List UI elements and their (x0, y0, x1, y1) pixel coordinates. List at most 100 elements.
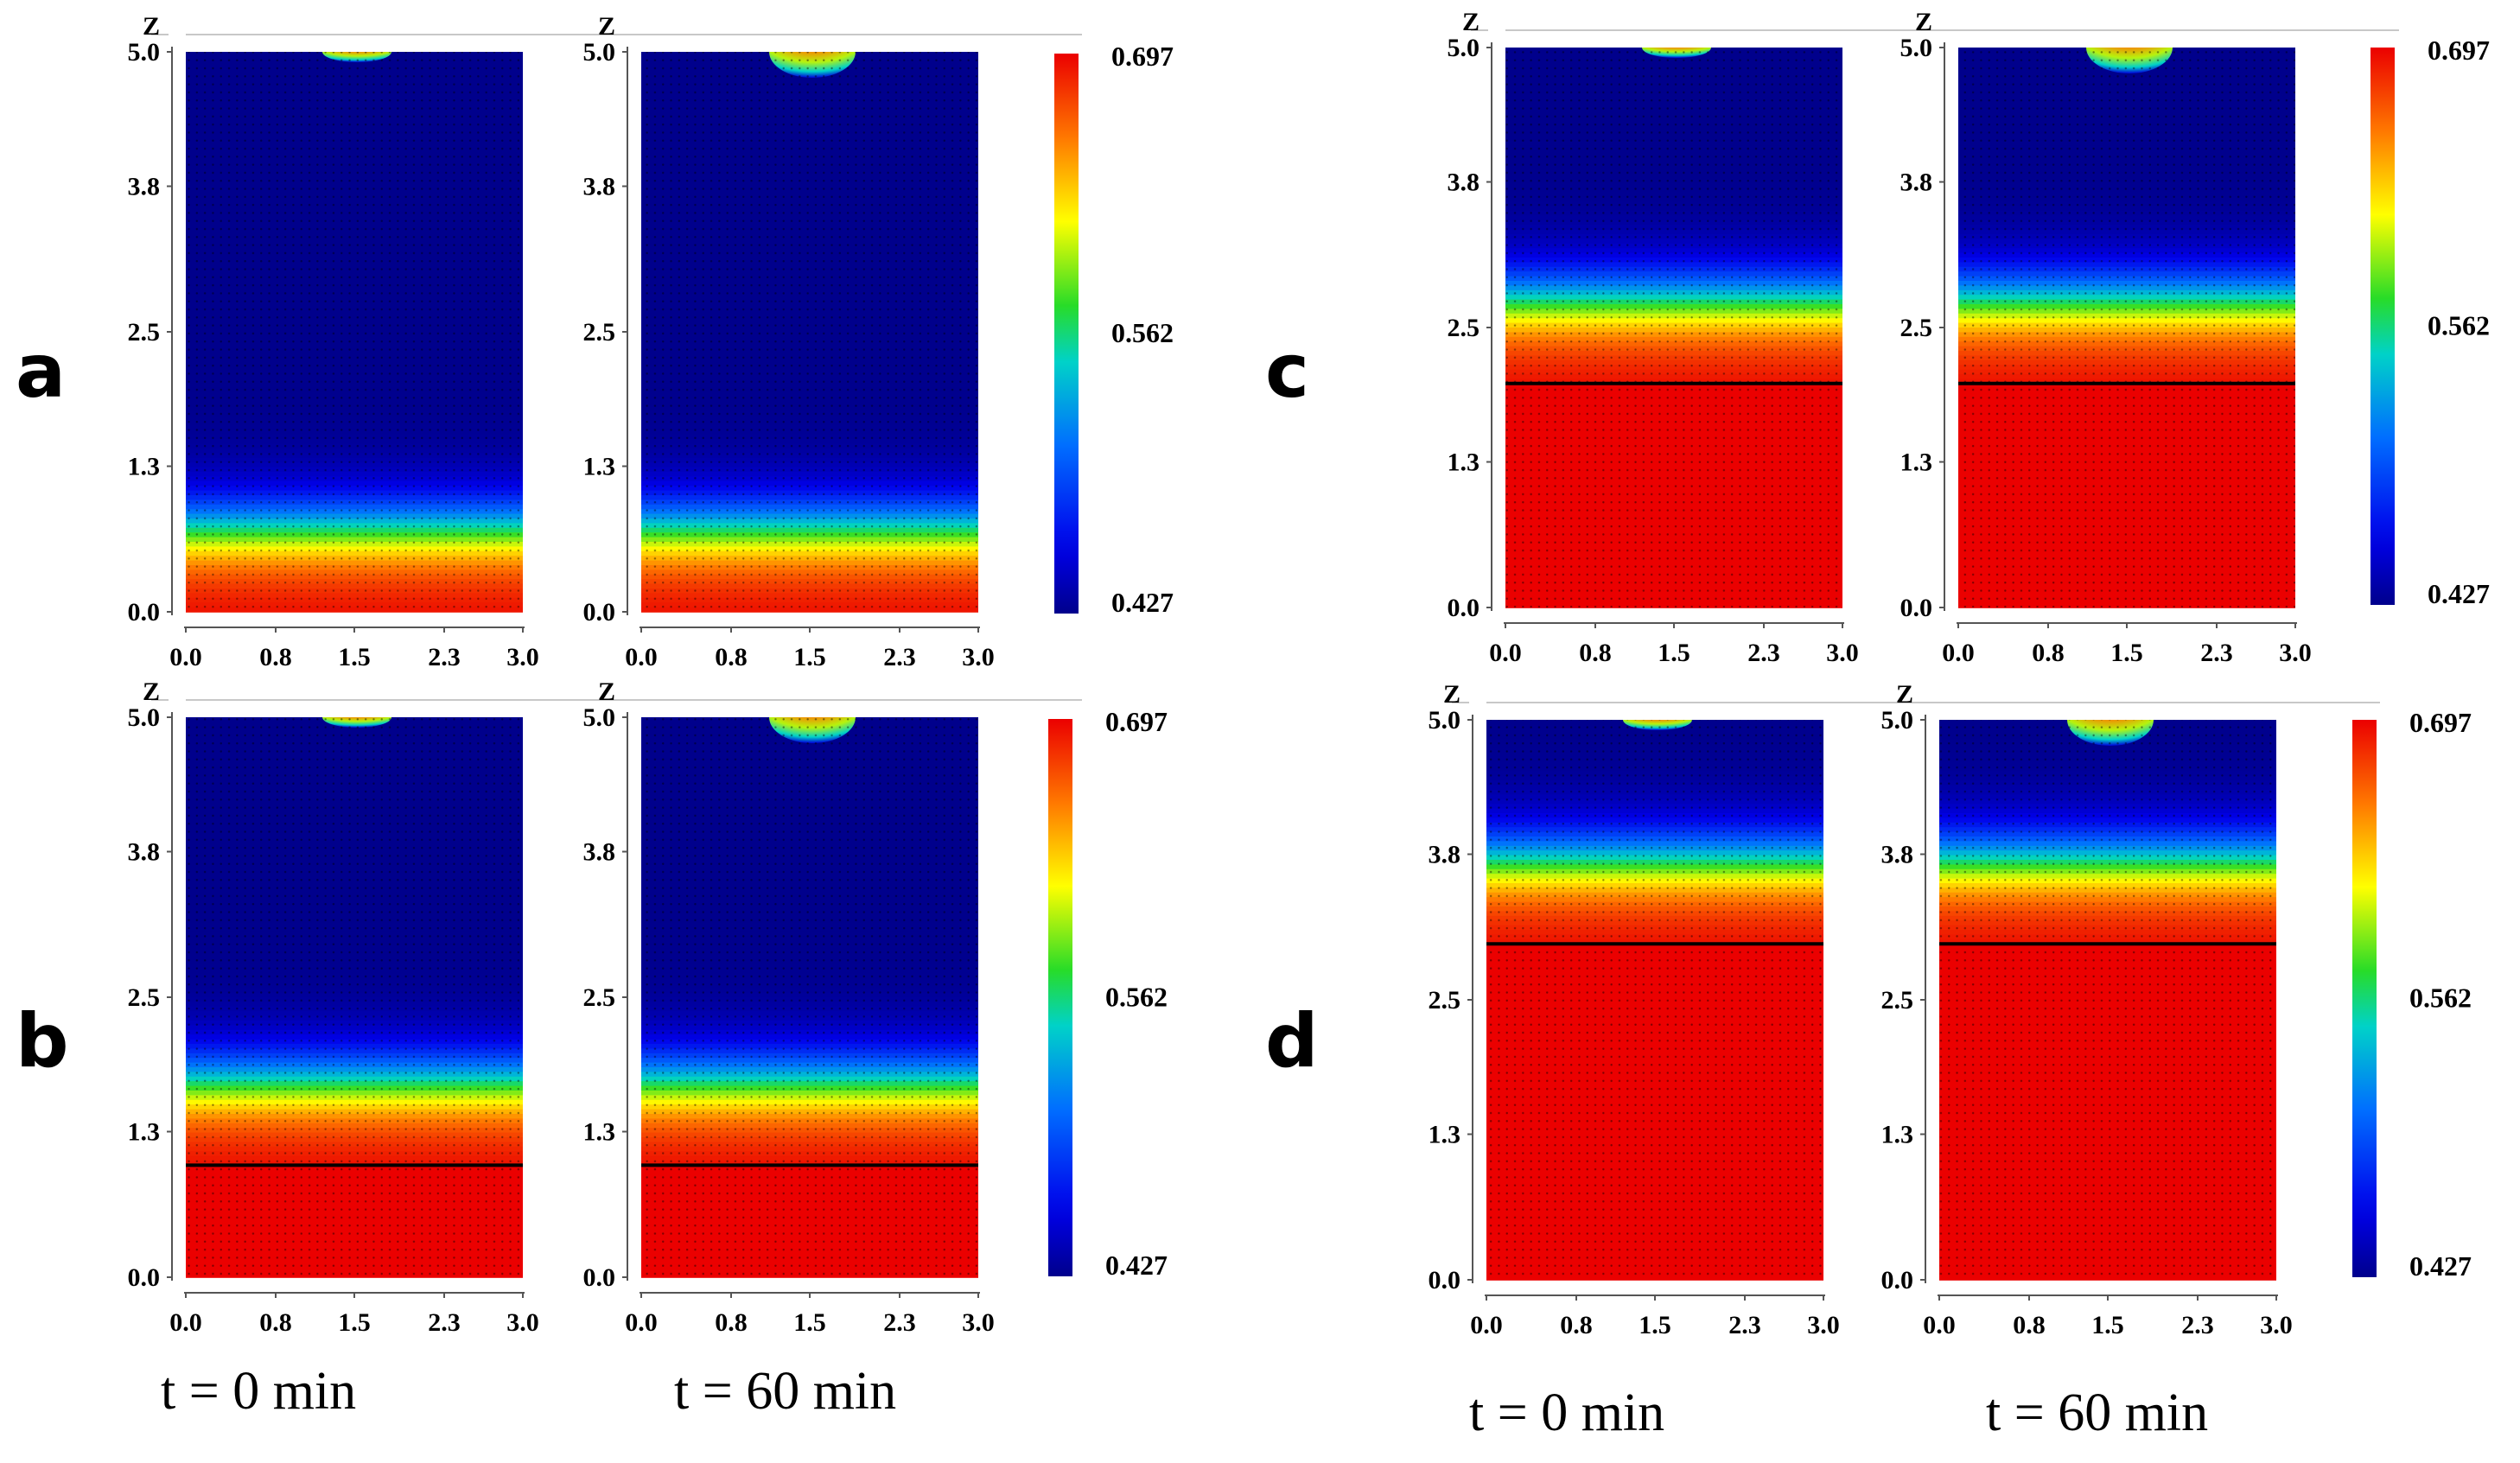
x-tick-label: 0.8 (715, 643, 748, 671)
panel-label-a: a (16, 328, 67, 415)
y-tick-label: 5.0 (128, 703, 161, 732)
hotspot-mask (2084, 20, 2174, 48)
grid-dots (186, 717, 523, 1277)
colorbar-gradient (1054, 54, 1079, 614)
colorbar-label: 0.562 (1111, 317, 1174, 348)
y-axis-label: Z (598, 12, 615, 41)
y-tick-label: 2.5 (1429, 986, 1461, 1015)
y-tick-label: 2.5 (128, 983, 161, 1012)
y-tick-label: 0.0 (583, 598, 616, 627)
grid-dots (1505, 48, 1842, 607)
colorbar-gradient (2370, 48, 2395, 605)
hotspot-mask (1640, 35, 1713, 48)
x-tick-label: 0.0 (1470, 1311, 1503, 1339)
x-tick-label: 1.5 (1658, 639, 1690, 667)
panel-label-b: b (16, 998, 69, 1085)
colorbar-label: 0.697 (2409, 707, 2472, 738)
x-tick-label: 0.8 (2013, 1311, 2046, 1339)
y-tick-label: 5.0 (1900, 34, 1933, 62)
x-tick-label: 2.3 (1728, 1311, 1761, 1339)
x-tick-label: 1.5 (2091, 1311, 2124, 1339)
colorbar-label: 0.562 (2428, 310, 2490, 341)
x-tick-label: 3.0 (1807, 1311, 1840, 1339)
y-tick-label: 0.0 (128, 1263, 161, 1292)
y-tick-label: 1.3 (583, 1118, 616, 1147)
x-tick-label: 3.0 (2279, 639, 2312, 667)
colorbar-label: 0.697 (2428, 35, 2490, 66)
y-tick-label: 3.8 (583, 838, 616, 867)
colorbar-d: 0.697 0.562 0.427 (2352, 707, 2472, 1282)
y-tick-label: 5.0 (583, 703, 616, 732)
subplot-c-0: Z 0.0 1.3 2.5 3.8 5.0 0.0 0.8 1.5 2.3 3.0 (1448, 8, 1946, 667)
time-label-left-60: t = 60 min (674, 1362, 897, 1421)
y-tick-label: 1.3 (128, 453, 161, 481)
y-axis-label: Z (1443, 680, 1460, 709)
grid-dots (641, 717, 978, 1277)
x-tick-label: 2.3 (428, 643, 461, 671)
colorbar-b: 0.697 0.562 0.427 (1048, 706, 1168, 1281)
x-tick-label: 0.8 (2032, 639, 2065, 667)
x-tick-label: 0.8 (259, 643, 292, 671)
y-tick-label: 1.3 (1448, 448, 1480, 477)
subplot-a-0: Z 0.0 1.3 2.5 3.8 5.0 0.0 0.8 1.5 2.3 3.0 (128, 12, 627, 671)
x-tick-label: 2.3 (2200, 639, 2233, 667)
y-tick-label: 2.5 (583, 318, 616, 347)
y-tick-label: 0.0 (128, 598, 161, 627)
x-tick-label: 0.0 (1942, 639, 1975, 667)
y-tick-label: 5.0 (1429, 706, 1461, 735)
y-tick-label: 2.5 (128, 318, 161, 347)
grid-dots (1486, 720, 1823, 1280)
y-tick-label: 0.0 (1900, 594, 1933, 622)
colorbar-gradient (1048, 719, 1072, 1276)
colorbar-c: 0.697 0.562 0.427 (2370, 35, 2490, 609)
x-tick-label: 2.3 (883, 1308, 916, 1337)
grid-dots (1939, 720, 2276, 1280)
y-tick-label: 3.8 (583, 173, 616, 201)
panel-label-c: c (1265, 328, 1309, 415)
y-tick-label: 1.3 (1881, 1121, 1914, 1149)
x-tick-label: 0.8 (1560, 1311, 1593, 1339)
x-tick-label: 1.5 (338, 643, 371, 671)
colorbar-a: 0.697 0.562 0.427 (1054, 41, 1174, 618)
colorbar-label: 0.427 (2409, 1250, 2472, 1282)
y-tick-label: 3.8 (1900, 169, 1933, 197)
subplot-b-1: Z 0.0 1.3 2.5 3.8 5.0 0.0 0.8 1.5 2.3 3.0 (583, 677, 1082, 1337)
x-tick-label: 0.0 (625, 1308, 658, 1337)
x-tick-label: 0.0 (1489, 639, 1522, 667)
x-tick-label: 1.5 (338, 1308, 371, 1337)
y-tick-label: 2.5 (1881, 986, 1914, 1015)
subplot-d-0: Z 0.0 1.3 2.5 3.8 5.0 0.0 0.8 1.5 2.3 3.0 (1429, 680, 1927, 1339)
grid-dots (1958, 48, 2295, 607)
y-tick-label: 0.0 (1429, 1266, 1461, 1294)
colorbar-label: 0.427 (1111, 587, 1174, 618)
subplot-b-0: Z 0.0 1.3 2.5 3.8 5.0 0.0 0.8 1.5 2.3 3.0 (128, 677, 627, 1337)
y-tick-label: 0.0 (583, 1263, 616, 1292)
hotspot-mask (767, 690, 857, 717)
hotspot-mask (1621, 708, 1694, 720)
x-tick-label: 2.3 (2181, 1311, 2214, 1339)
x-tick-label: 3.0 (962, 643, 995, 671)
hotspot-mask (767, 24, 857, 52)
colorbar-label: 0.697 (1105, 706, 1168, 737)
y-axis-label: Z (598, 677, 615, 706)
y-tick-label: 3.8 (128, 173, 161, 201)
colorbar-label: 0.697 (1111, 41, 1174, 72)
panel-label-d: d (1265, 998, 1319, 1085)
hotspot-mask (321, 40, 393, 52)
x-tick-label: 2.3 (1747, 639, 1780, 667)
x-tick-label: 3.0 (962, 1308, 995, 1337)
x-tick-label: 1.5 (793, 643, 826, 671)
y-tick-label: 5.0 (583, 38, 616, 67)
colorbar-gradient (2352, 720, 2377, 1277)
y-axis-label: Z (1462, 8, 1480, 36)
y-tick-label: 2.5 (583, 983, 616, 1012)
grid-dots (186, 52, 523, 612)
y-tick-label: 0.0 (1448, 594, 1480, 622)
y-tick-label: 1.3 (583, 453, 616, 481)
x-tick-label: 3.0 (2260, 1311, 2293, 1339)
time-label-right-60: t = 60 min (1986, 1383, 2209, 1442)
colorbar-label: 0.562 (2409, 983, 2472, 1014)
hotspot-mask (2065, 692, 2155, 720)
